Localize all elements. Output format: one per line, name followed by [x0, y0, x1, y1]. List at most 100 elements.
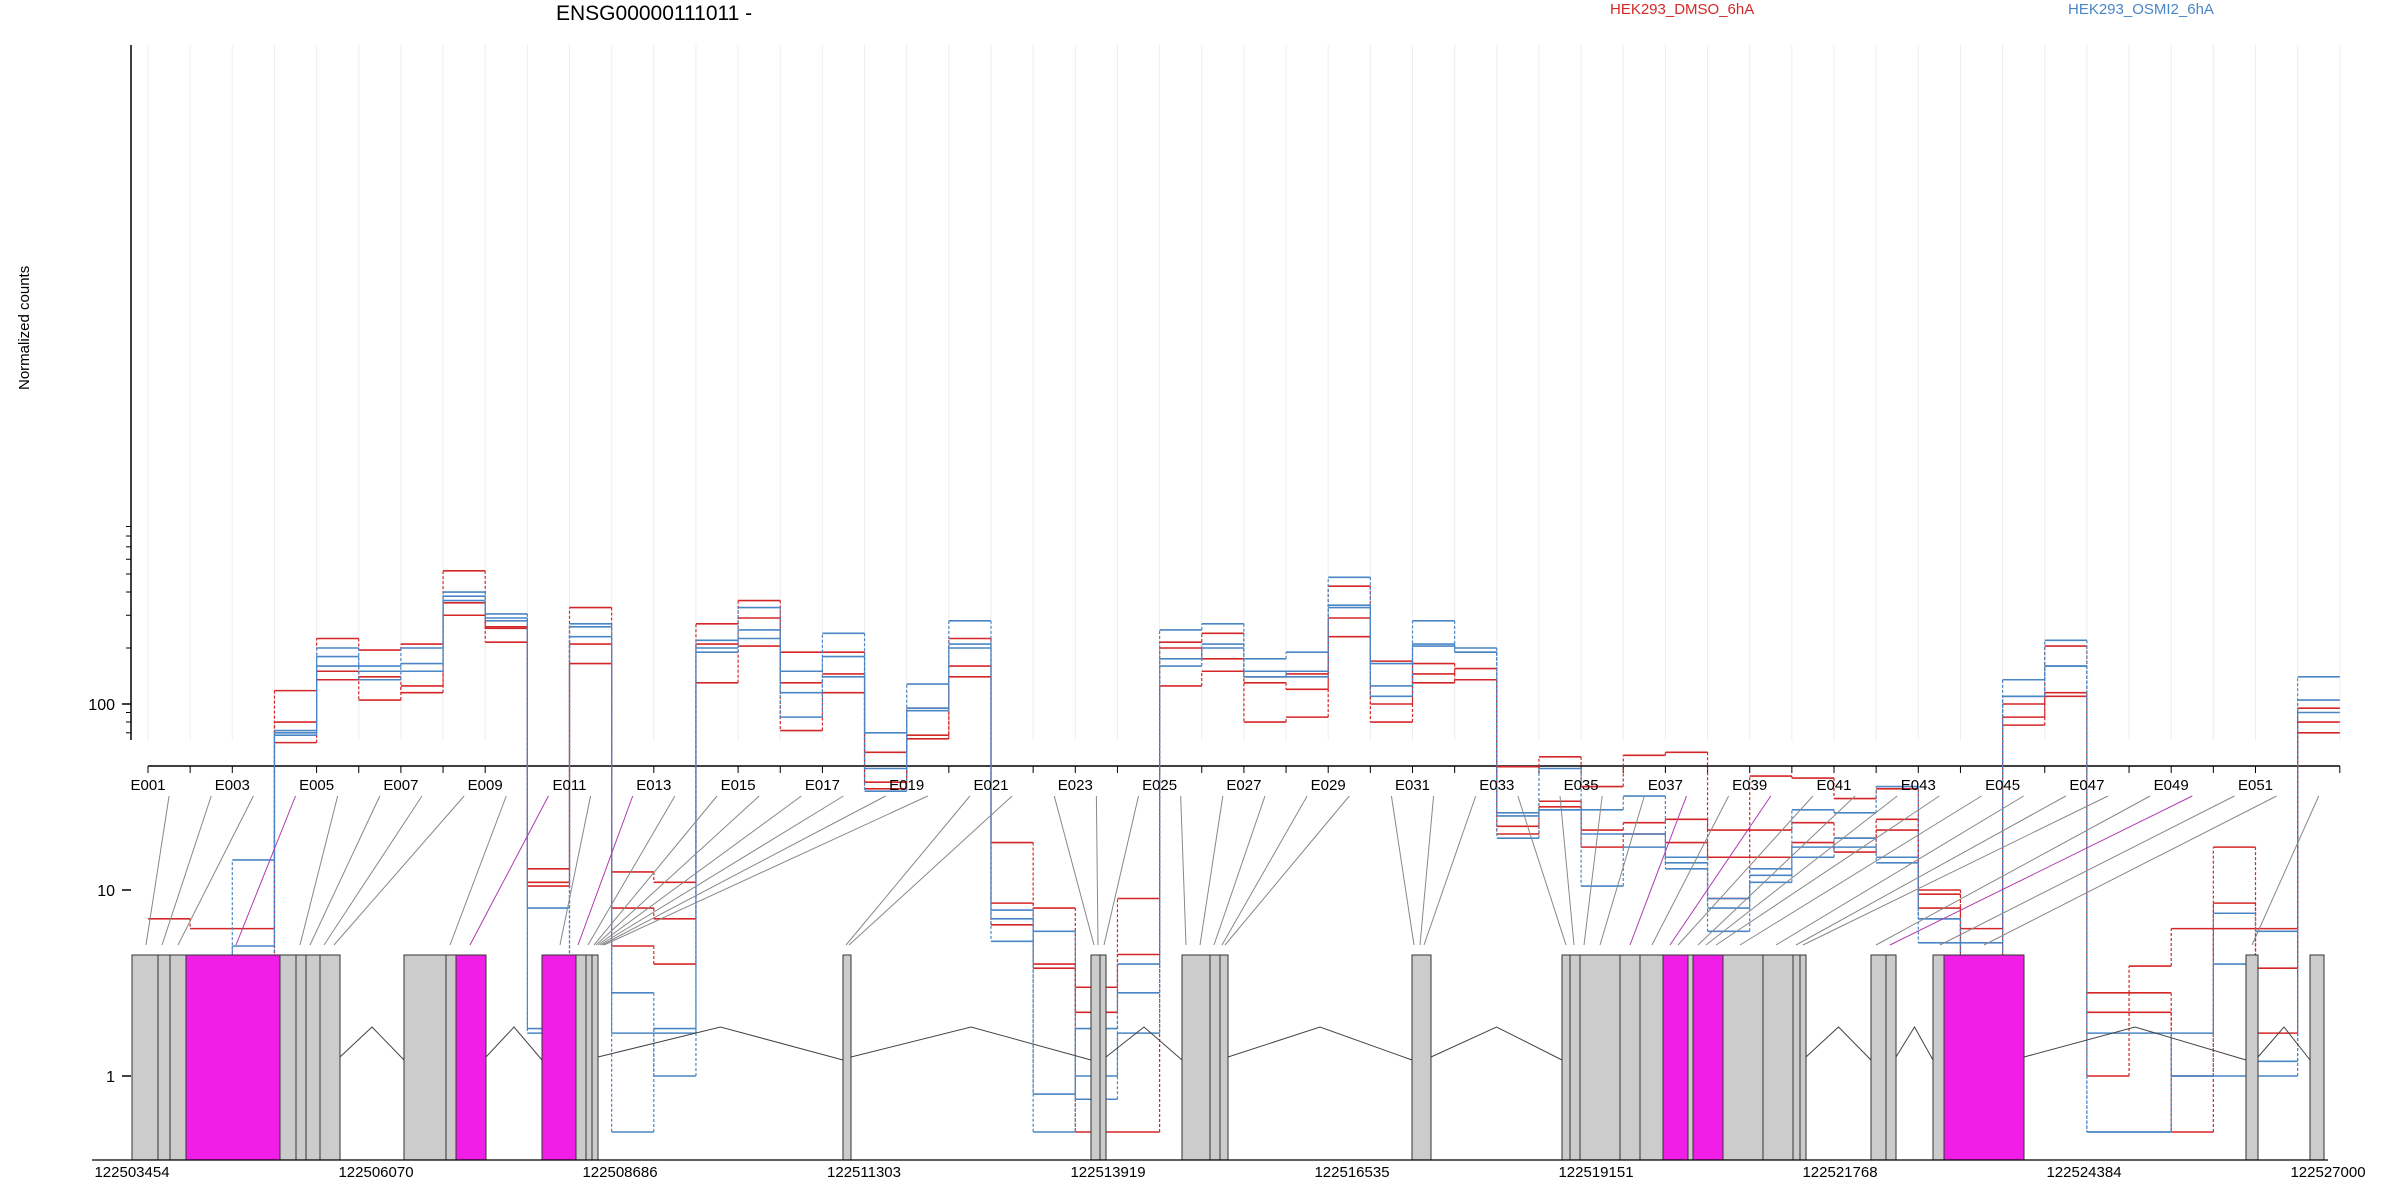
bin-connector [1180, 795, 1187, 946]
exon-bin [1099, 954, 1107, 1161]
intron-line [1105, 1026, 1183, 1061]
bin-connector [1802, 795, 2109, 946]
legend-osmi2: HEK293_OSMI2_6hA [2068, 1, 2214, 18]
exon-bin-highlighted [1943, 954, 2025, 1161]
x-tick-label: E043 [1901, 777, 1936, 794]
bin-connector [601, 795, 886, 946]
bin-connector [1559, 795, 1575, 946]
exon-bin [157, 954, 171, 1161]
bin-connector [1739, 795, 1982, 946]
exon-bin [1619, 954, 1641, 1161]
exon-bin-highlighted [455, 954, 487, 1161]
genomic-coordinate-label: 122524384 [2046, 1164, 2121, 1181]
x-tick-label: E041 [1816, 777, 1851, 794]
exon-bin [1762, 954, 1794, 1161]
exon-bin [1799, 954, 1807, 1161]
x-tick-label: E009 [468, 777, 503, 794]
exon-bin [1181, 954, 1211, 1161]
intron-line [485, 1026, 543, 1061]
bin-connector [595, 795, 760, 946]
bin-connector [1095, 795, 1099, 946]
exon-bin [1411, 954, 1432, 1161]
x-tick-label: E035 [1564, 777, 1599, 794]
genomic-coordinate-label: 122503454 [94, 1164, 169, 1181]
x-tick-label: E051 [2238, 777, 2273, 794]
x-tick-label: E049 [2154, 777, 2189, 794]
bin-connector [1053, 795, 1095, 946]
bin-connector [1599, 795, 1645, 946]
bin-connector [2251, 795, 2320, 946]
bin-connector [1651, 795, 1730, 946]
bin-connector [1199, 795, 1224, 946]
bin-connector [559, 795, 592, 946]
exon-bin [1870, 954, 1887, 1161]
exon-bin [1209, 954, 1221, 1161]
chart-title: ENSG00000111011 - [556, 2, 753, 25]
exon-bin [1561, 954, 1571, 1161]
genomic-coordinate-label: 122521768 [1802, 1164, 1877, 1181]
exon-bin [1792, 954, 1801, 1161]
x-tick-label: E025 [1142, 777, 1177, 794]
x-tick-label: E021 [973, 777, 1008, 794]
bin-connector [1390, 795, 1415, 946]
x-tick-label: E039 [1732, 777, 1767, 794]
bin-connector [1875, 795, 2151, 946]
bin-connector [299, 795, 339, 946]
x-tick-label: E003 [215, 777, 250, 794]
genomic-coordinate-label: 122519151 [1558, 1164, 1633, 1181]
intron-line [1227, 1026, 1413, 1061]
exon-bin [1722, 954, 1764, 1161]
bin-connector [145, 795, 170, 946]
intron-line [1430, 1026, 1563, 1061]
x-tick-label: E001 [130, 777, 165, 794]
bin-connector [1715, 795, 1940, 946]
bin-connector [235, 795, 296, 946]
intron-line [1805, 1026, 1872, 1061]
bin-connector [177, 795, 254, 946]
exon-bin [305, 954, 321, 1161]
exon-bin [295, 954, 307, 1161]
bin-connector [1419, 795, 1435, 946]
bin-connector [848, 795, 1013, 946]
intron-line [2257, 1026, 2311, 1061]
exon-bin [403, 954, 447, 1161]
axes [122, 45, 2341, 1077]
bin-connector [469, 795, 549, 946]
bin-connector [1423, 795, 1477, 946]
bin-connector [323, 795, 423, 946]
bin-connector [1705, 795, 1898, 946]
exon-bin [445, 954, 457, 1161]
x-tick-label: E019 [889, 777, 924, 794]
exon-bin [575, 954, 587, 1161]
exon-bin-highlighted [541, 954, 577, 1161]
exon-bin [1219, 954, 1229, 1161]
x-tick-label: E005 [299, 777, 334, 794]
exon-bin [1569, 954, 1581, 1161]
x-tick-label: E007 [383, 777, 418, 794]
x-tick-label: E045 [1985, 777, 2020, 794]
exon-bin [279, 954, 297, 1161]
exon-bin-highlighted [185, 954, 281, 1161]
x-tick-label: E029 [1311, 777, 1346, 794]
x-tick-label: E015 [721, 777, 756, 794]
x-tick-label: E011 [553, 777, 587, 794]
exon-bin [1885, 954, 1897, 1161]
bin-connector [1629, 795, 1687, 946]
bin-connector [1775, 795, 2024, 946]
bin-connector [599, 795, 844, 946]
y-tick-label: 100 [88, 697, 115, 714]
x-tick-label: E027 [1226, 777, 1261, 794]
y-tick-label: 10 [97, 883, 115, 900]
bin-connector [587, 795, 676, 946]
exon-bin [591, 954, 599, 1161]
bin-connector [309, 795, 381, 946]
exon-bin [2245, 954, 2259, 1161]
bin-connector [1677, 795, 1814, 946]
y-tick-label: 1 [106, 1069, 115, 1086]
bin-connector [1889, 795, 2193, 946]
intron-line [1895, 1026, 1934, 1061]
x-tick-label: E033 [1479, 777, 1514, 794]
y-axis-label: Normalized counts [16, 265, 33, 390]
bin-connector [333, 795, 465, 946]
